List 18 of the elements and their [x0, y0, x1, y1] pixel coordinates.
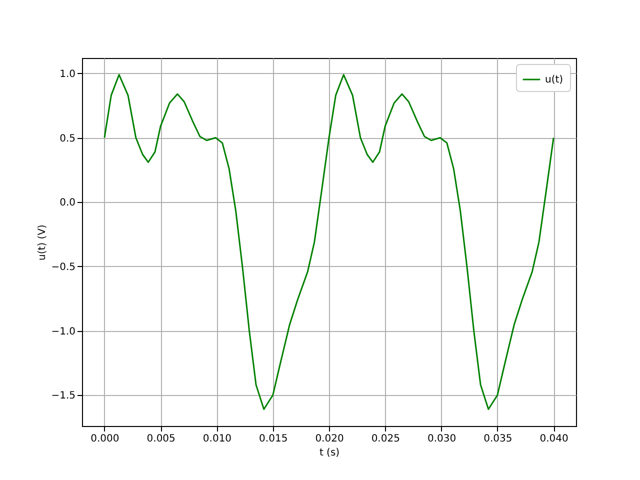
- y-tick-label: 0.0: [60, 198, 76, 209]
- y-tick-label: −1.0: [51, 326, 76, 338]
- y-axis-title: u(t) (V): [37, 224, 48, 260]
- x-tick-label: 0.035: [484, 434, 512, 444]
- x-tick-label: 0.015: [259, 434, 288, 444]
- x-tick-label: 0.010: [202, 434, 232, 444]
- x-tick-label: 0.000: [90, 434, 120, 444]
- x-axis-title: t (s): [319, 448, 340, 458]
- x-tick-label: 0.025: [371, 434, 400, 444]
- legend-label: u(t): [545, 74, 564, 86]
- y-tick-label: 1.0: [60, 68, 76, 80]
- x-tick-label: 0.030: [427, 434, 456, 444]
- y-tick-label: −0.5: [51, 262, 76, 273]
- y-tick-label: −1.5: [51, 390, 76, 402]
- y-tick-label: 0.5: [60, 133, 76, 144]
- x-tick-label: 0.020: [315, 434, 344, 444]
- x-tick-label: 0.005: [146, 434, 176, 444]
- x-tick-label: 0.040: [540, 434, 568, 444]
